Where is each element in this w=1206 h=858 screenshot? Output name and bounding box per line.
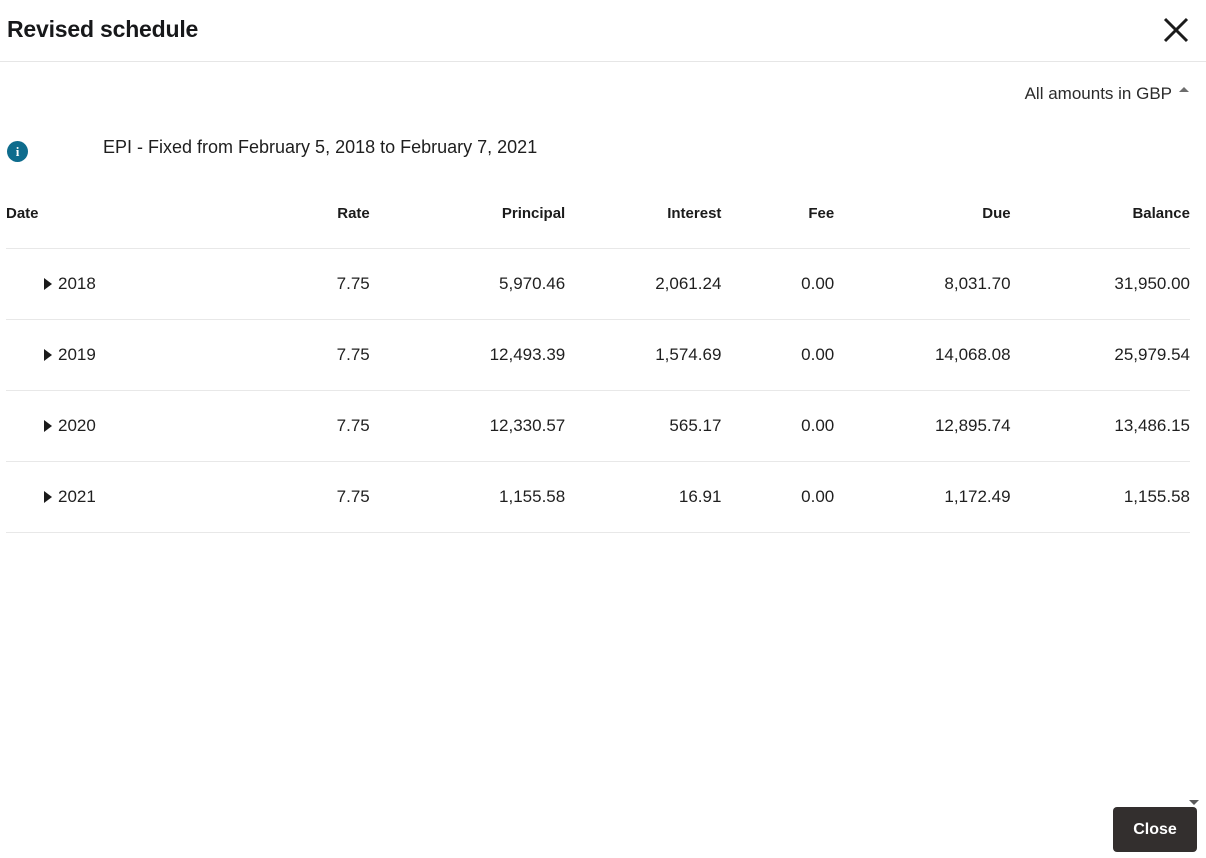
table-row[interactable]: 2019 7.75 12,493.39 1,574.69 0.00 14,068…	[6, 319, 1190, 391]
cell-interest: 2,061.24	[565, 248, 722, 320]
triangle-right-icon	[44, 420, 52, 432]
cell-due: 12,895.74	[834, 390, 1011, 462]
cell-date: 2021	[58, 487, 96, 506]
column-header-interest[interactable]: Interest	[565, 205, 722, 249]
triangle-right-icon	[44, 349, 52, 361]
cell-rate: 7.75	[324, 319, 370, 391]
table-header-row: Date Rate Principal Interest Fee Due Bal…	[6, 205, 1190, 249]
table-row[interactable]: 2021 7.75 1,155.58 16.91 0.00 1,172.49 1…	[6, 461, 1190, 533]
cell-due: 8,031.70	[834, 248, 1011, 320]
currency-note-toggle[interactable]: All amounts in GBP	[1025, 84, 1189, 104]
info-banner-text: EPI - Fixed from February 5, 2018 to Feb…	[103, 137, 538, 157]
column-header-due[interactable]: Due	[834, 205, 1011, 249]
cell-principal: 1,155.58	[369, 461, 566, 533]
triangle-right-icon	[44, 491, 52, 503]
cell-interest: 16.91	[565, 461, 722, 533]
cell-rate: 7.75	[324, 248, 370, 320]
cell-fee: 0.00	[721, 248, 835, 320]
cell-date: 2020	[58, 416, 96, 435]
cell-fee: 0.00	[721, 319, 835, 391]
triangle-right-icon	[44, 278, 52, 290]
cell-fee: 0.00	[721, 461, 835, 533]
column-header-principal[interactable]: Principal	[369, 205, 566, 249]
close-button[interactable]: Close	[1113, 807, 1197, 852]
expand-year-row[interactable]: 2020	[6, 416, 324, 436]
cell-interest: 565.17	[565, 390, 722, 462]
expand-year-row[interactable]: 2018	[6, 274, 324, 294]
cell-interest: 1,574.69	[565, 319, 722, 391]
info-banner: i EPI - Fixed from February 5, 2018 to F…	[0, 133, 1206, 173]
cell-rate: 7.75	[324, 461, 370, 533]
cell-date: 2019	[58, 345, 96, 364]
cell-balance: 31,950.00	[1010, 248, 1190, 320]
cell-due: 1,172.49	[834, 461, 1011, 533]
close-icon	[1162, 16, 1190, 44]
cell-date: 2018	[58, 274, 96, 293]
table-row[interactable]: 2020 7.75 12,330.57 565.17 0.00 12,895.7…	[6, 390, 1190, 462]
cell-principal: 12,330.57	[369, 390, 566, 462]
column-header-fee[interactable]: Fee	[721, 205, 835, 249]
scrollbar-down-arrow[interactable]	[1186, 795, 1202, 809]
chevron-up-icon	[1179, 86, 1189, 92]
cell-principal: 5,970.46	[369, 248, 566, 320]
currency-note-label: All amounts in GBP	[1024, 84, 1172, 103]
column-header-balance[interactable]: Balance	[1010, 205, 1190, 249]
cell-rate: 7.75	[324, 390, 370, 462]
modal-header: Revised schedule	[0, 0, 1206, 62]
expand-year-row[interactable]: 2021	[6, 487, 324, 507]
cell-due: 14,068.08	[834, 319, 1011, 391]
column-header-rate[interactable]: Rate	[324, 205, 370, 249]
page-title: Revised schedule	[7, 16, 199, 42]
cell-principal: 12,493.39	[369, 319, 566, 391]
cell-balance: 1,155.58	[1010, 461, 1190, 533]
schedule-table: Date Rate Principal Interest Fee Due Bal…	[6, 205, 1190, 533]
close-dialog-button[interactable]	[1154, 8, 1198, 52]
table-row[interactable]: 2018 7.75 5,970.46 2,061.24 0.00 8,031.7…	[6, 248, 1190, 320]
cell-balance: 25,979.54	[1010, 319, 1190, 391]
cell-fee: 0.00	[721, 390, 835, 462]
expand-year-row[interactable]: 2019	[6, 345, 324, 365]
column-header-date[interactable]: Date	[6, 205, 325, 249]
triangle-down-icon	[1189, 799, 1199, 805]
info-icon: i	[7, 141, 28, 162]
cell-balance: 13,486.15	[1010, 390, 1190, 462]
